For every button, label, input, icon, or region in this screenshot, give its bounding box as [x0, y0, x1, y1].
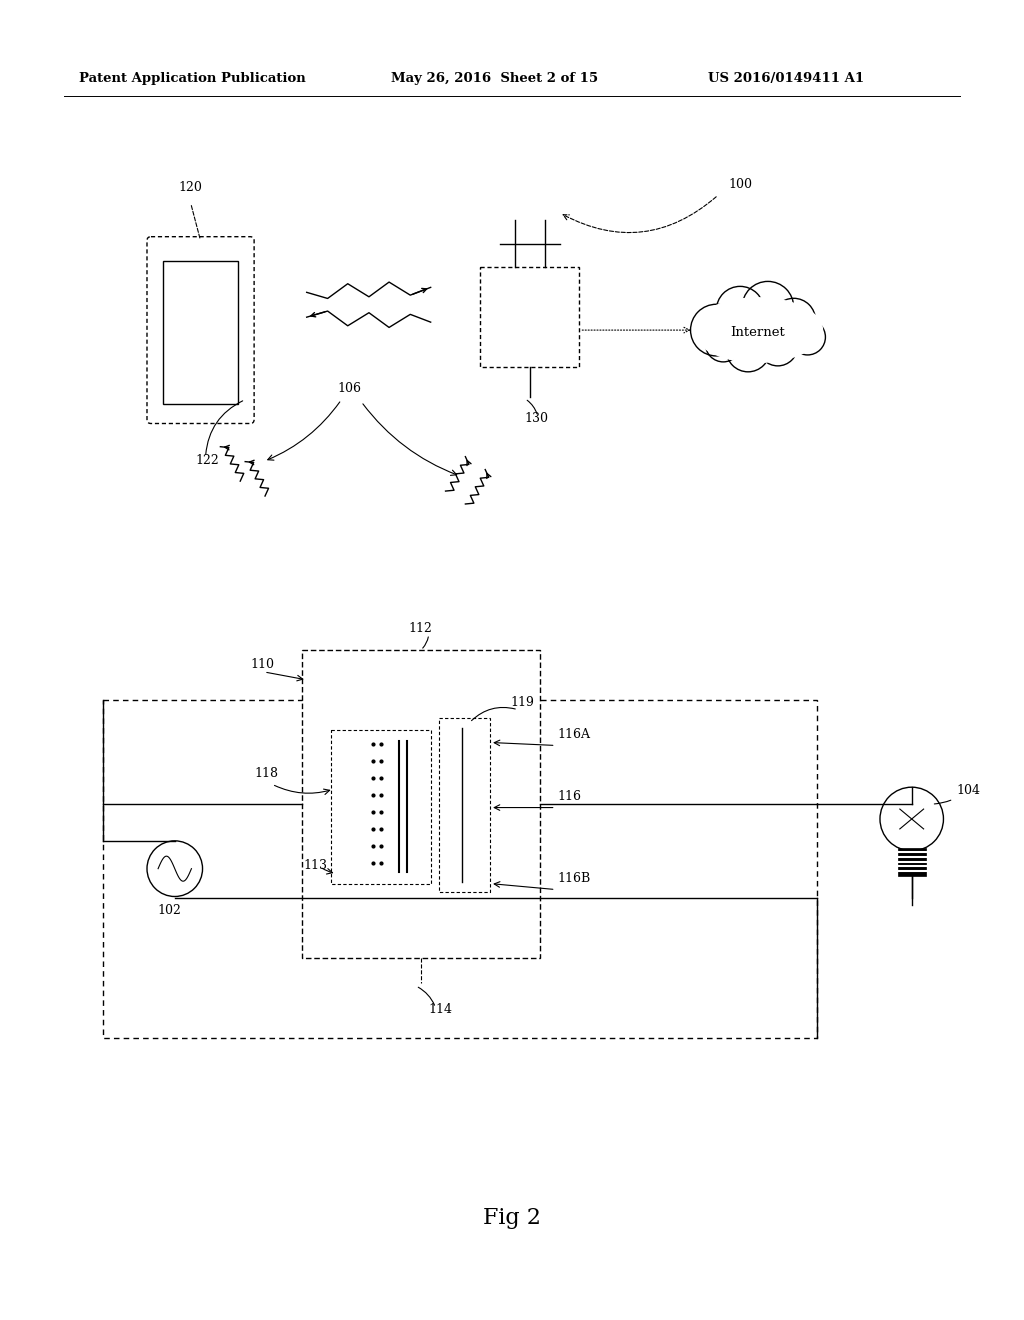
Text: US 2016/0149411 A1: US 2016/0149411 A1 — [709, 71, 864, 84]
Bar — [898, 847, 926, 875]
Text: 116: 116 — [558, 789, 582, 803]
Text: 130: 130 — [525, 412, 549, 425]
Bar — [438, 718, 490, 891]
Text: Internet: Internet — [730, 326, 785, 339]
Text: Patent Application Publication: Patent Application Publication — [79, 71, 305, 84]
Bar — [163, 260, 239, 404]
Text: 113: 113 — [304, 859, 328, 871]
Ellipse shape — [693, 298, 822, 363]
Bar — [302, 649, 540, 958]
Bar — [332, 730, 431, 883]
Bar — [103, 700, 817, 1038]
Text: 114: 114 — [429, 1003, 453, 1016]
Text: 120: 120 — [179, 181, 203, 194]
FancyBboxPatch shape — [147, 236, 254, 424]
Text: 116A: 116A — [558, 727, 591, 741]
Text: 122: 122 — [196, 454, 219, 467]
Text: 116B: 116B — [558, 871, 591, 884]
Text: Fig 2: Fig 2 — [483, 1206, 541, 1229]
Text: 100: 100 — [728, 178, 753, 191]
Text: 102: 102 — [158, 904, 181, 917]
Text: 110: 110 — [250, 657, 274, 671]
Text: 118: 118 — [254, 767, 279, 780]
Text: May 26, 2016  Sheet 2 of 15: May 26, 2016 Sheet 2 of 15 — [391, 71, 598, 84]
Text: 104: 104 — [956, 784, 980, 797]
Text: 106: 106 — [337, 381, 361, 395]
Text: 112: 112 — [409, 622, 433, 635]
Bar — [480, 268, 580, 367]
Text: 119: 119 — [510, 696, 534, 709]
